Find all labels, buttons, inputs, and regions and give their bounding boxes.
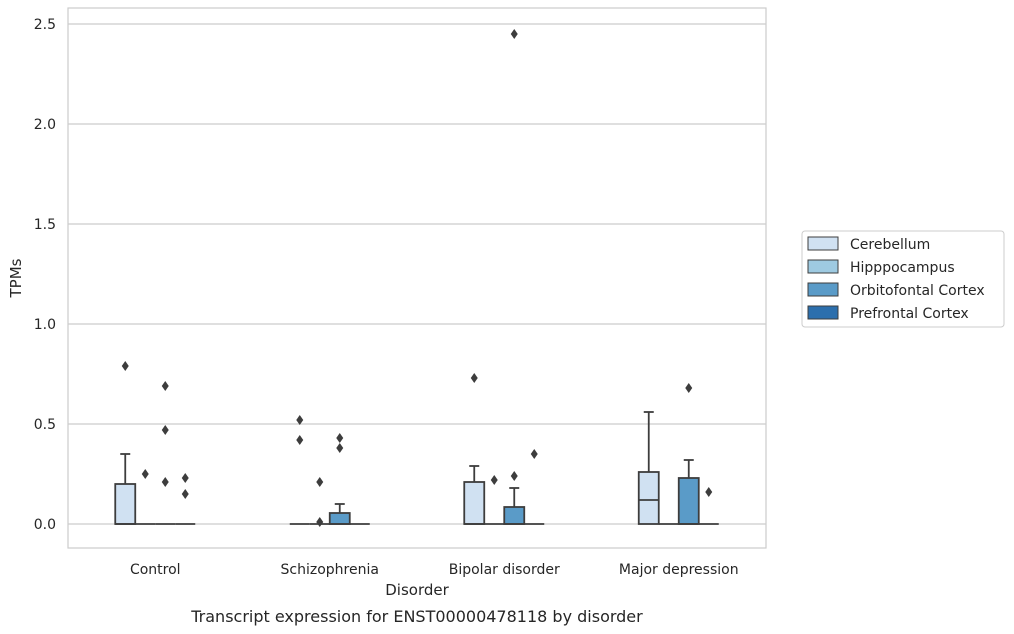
legend-swatch [807, 236, 839, 251]
legend-swatch [807, 282, 839, 297]
outlier-point [705, 487, 713, 497]
plot-area-frame [67, 7, 767, 549]
outlier-point [530, 449, 538, 459]
outlier-point [490, 475, 498, 485]
outlier-point [141, 469, 149, 479]
legend-swatch [807, 305, 839, 320]
outlier-point [121, 361, 129, 371]
y-tick-label: 0.5 [34, 417, 56, 433]
boxes-layer [114, 411, 719, 525]
x-axis-title: Disorder [385, 581, 449, 599]
outlier-point [510, 471, 518, 481]
x-tick-label: Bipolar disorder [449, 562, 560, 578]
y-tick-labels: 0.0 0.5 1.0 1.5 2.0 2.5 [34, 17, 56, 533]
x-tick-label: Schizophrenia [281, 562, 379, 578]
y-tick-label: 1.5 [34, 217, 56, 233]
outlier-point [316, 477, 324, 487]
legend-item: Orbitofontal Cortex [807, 282, 985, 299]
y-tick-label: 0.0 [34, 517, 56, 533]
y-tick-label: 2.5 [34, 17, 56, 33]
x-tick-label: Control [130, 562, 181, 578]
grid-lines [68, 23, 766, 525]
legend-label: Orbitofontal Cortex [850, 283, 985, 299]
legend-item: Hipppocampus [807, 259, 955, 276]
box-body [503, 506, 526, 525]
outlier-point [470, 373, 478, 383]
x-tick-label: Major depression [619, 562, 739, 578]
legend-label: Cerebellum [850, 237, 930, 253]
outlier-point [316, 517, 324, 527]
legend-item: Prefrontal Cortex [807, 305, 969, 322]
chart-caption: Transcript expression for ENST0000047811… [190, 607, 643, 626]
legend: Cerebellum Hipppocampus Orbitofontal Corte… [801, 230, 1005, 328]
legend-swatch [807, 259, 839, 274]
box-body [328, 512, 351, 525]
box-orbitofontal-cortex [677, 459, 700, 525]
box-body [677, 477, 700, 525]
x-tick-labels: Control Schizophrenia Bipolar disorder Majo… [130, 562, 739, 578]
y-tick-label: 1.0 [34, 317, 56, 333]
outlier-point [161, 381, 169, 391]
outlier-point [336, 433, 344, 443]
y-axis-title: TPMs [7, 258, 25, 298]
outlier-point [336, 443, 344, 453]
box-body [637, 471, 660, 525]
y-tick-label: 2.0 [34, 117, 56, 133]
outlier-point [181, 473, 189, 483]
outlier-point [161, 425, 169, 435]
outlier-point [296, 415, 304, 425]
box-orbitofontal-cortex [328, 503, 351, 525]
legend-item: Cerebellum [807, 236, 930, 253]
box-body [463, 481, 486, 525]
box-cerebellum [637, 411, 660, 525]
legend-frame [801, 230, 1005, 328]
outliers-layer [121, 29, 713, 527]
box-body [114, 483, 137, 525]
legend-label: Hipppocampus [850, 260, 955, 276]
box-cerebellum [114, 453, 137, 525]
outlier-point [685, 383, 693, 393]
outlier-point [510, 29, 518, 39]
box-cerebellum [463, 465, 486, 525]
outlier-point [181, 489, 189, 499]
outlier-point [296, 435, 304, 445]
legend-label: Prefrontal Cortex [850, 306, 969, 322]
box-orbitofontal-cortex [503, 487, 526, 525]
outlier-point [161, 477, 169, 487]
